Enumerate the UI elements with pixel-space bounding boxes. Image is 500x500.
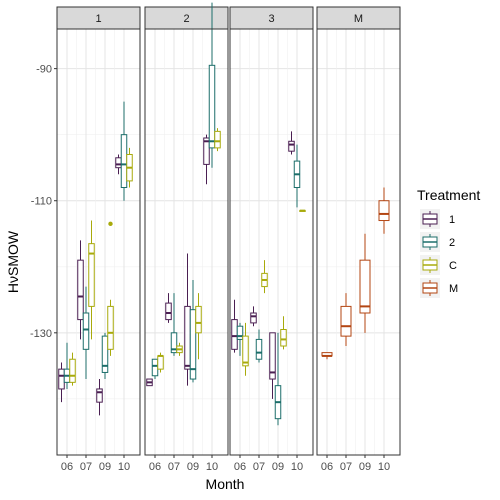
box-body xyxy=(152,359,158,376)
facet-strip-label: 3 xyxy=(268,13,274,25)
panel-background xyxy=(317,29,400,455)
box-body xyxy=(108,306,114,349)
y-tick-label: -90 xyxy=(36,64,52,76)
panel-background xyxy=(145,29,228,455)
legend-key-m: M xyxy=(420,278,458,298)
box-body xyxy=(70,359,76,382)
outlier-point xyxy=(108,222,112,226)
legend-key-2: 2 xyxy=(420,232,455,252)
box-body xyxy=(185,306,191,369)
box-body xyxy=(83,313,89,349)
x-tick-label: 09 xyxy=(272,461,284,473)
box-body xyxy=(78,260,84,319)
facet-strip-label: M xyxy=(354,13,363,25)
legend-title: Treatment xyxy=(417,187,480,203)
legend-label: 2 xyxy=(449,237,455,249)
legend-label: 1 xyxy=(449,214,455,226)
x-tick-label: 09 xyxy=(359,461,371,473)
legend-label: M xyxy=(449,283,458,295)
panel-background xyxy=(230,29,313,455)
box-body xyxy=(215,131,221,148)
legend-key-1: 1 xyxy=(420,209,455,229)
box-body xyxy=(232,320,238,350)
facet-panel-m: M 06 07 09 10 xyxy=(317,7,400,473)
box-1-09-t2 xyxy=(102,333,108,379)
facet-panels: 1 06 07 09 10 2 06 07 09 10 3 06 07 09 10 M 06 07 09 10 xyxy=(57,3,400,473)
box-body xyxy=(237,326,243,339)
x-tick-label: 10 xyxy=(206,461,218,473)
x-tick-label: 07 xyxy=(253,461,265,473)
x-tick-label: 09 xyxy=(187,461,199,473)
x-tick-label: 10 xyxy=(378,461,390,473)
y-tick-label: -110 xyxy=(31,196,52,208)
box-body xyxy=(243,336,249,366)
x-tick-label: 09 xyxy=(99,461,111,473)
box-body xyxy=(341,306,351,336)
facet-panel-3: 3 06 07 09 10 xyxy=(230,7,313,473)
x-tick-label: 06 xyxy=(321,461,333,473)
facet-strip-label: 1 xyxy=(95,13,101,25)
facet-panel-1: 1 06 07 09 10 xyxy=(57,7,140,473)
legend: Treatment 1 2 CM xyxy=(417,187,480,298)
box-3-10-tc xyxy=(300,211,306,212)
x-tick-label: 10 xyxy=(291,461,303,473)
facet-strip-label: 2 xyxy=(183,13,189,25)
y-axis-label: HνSMOW xyxy=(5,230,21,293)
x-tick-label: 07 xyxy=(80,461,92,473)
x-tick-label: 10 xyxy=(118,461,130,473)
y-axis: -90 -110 -130 xyxy=(30,64,57,340)
x-axis-label: Month xyxy=(206,476,245,492)
box-2-06-t1 xyxy=(147,379,153,386)
box-body xyxy=(158,356,164,369)
x-tick-label: 07 xyxy=(340,461,352,473)
box-body xyxy=(251,313,257,323)
facet-panel-2: 2 06 07 09 10 xyxy=(145,3,228,473)
x-tick-label: 06 xyxy=(234,461,246,473)
box-body xyxy=(102,336,108,372)
box-2-06-tc xyxy=(158,353,164,373)
box-body xyxy=(289,141,295,151)
box-body xyxy=(281,330,287,347)
legend-key-c: C xyxy=(420,255,457,275)
box-body xyxy=(360,260,370,313)
box-body xyxy=(209,65,215,148)
x-tick-label: 07 xyxy=(168,461,180,473)
box-2-10-tc xyxy=(215,128,221,151)
x-tick-label: 06 xyxy=(149,461,161,473)
box-body xyxy=(196,306,202,332)
box-body xyxy=(379,201,389,221)
box-body xyxy=(256,339,262,359)
legend-label: C xyxy=(449,260,457,272)
box-body xyxy=(59,369,65,389)
box-2-06-t2 xyxy=(152,359,158,379)
x-tick-label: 06 xyxy=(61,461,73,473)
y-tick-label: -130 xyxy=(30,328,52,340)
box-body xyxy=(166,303,172,320)
box-body xyxy=(116,158,122,168)
box-body xyxy=(97,389,103,402)
box-body xyxy=(121,135,127,188)
